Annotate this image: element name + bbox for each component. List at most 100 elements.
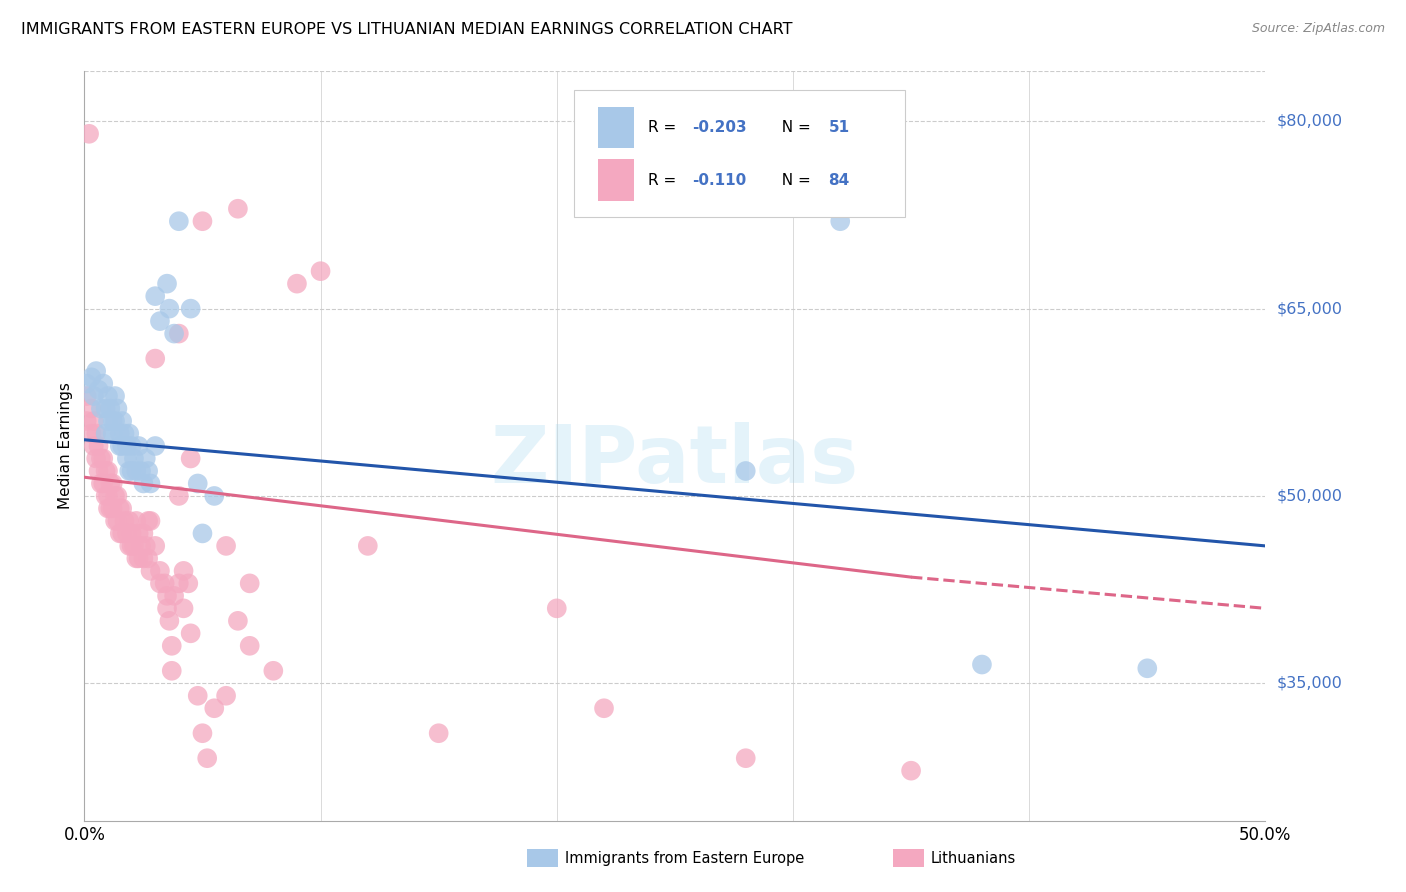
Point xyxy=(149,314,172,328)
Text: $80,000: $80,000 xyxy=(1277,114,1343,128)
Point xyxy=(149,576,172,591)
Point xyxy=(83,389,105,403)
Point xyxy=(143,351,166,366)
FancyBboxPatch shape xyxy=(575,90,905,218)
Point xyxy=(83,439,105,453)
Point xyxy=(94,426,117,441)
Point xyxy=(135,539,157,553)
Point xyxy=(1136,661,1159,675)
Point xyxy=(167,214,190,228)
Point xyxy=(115,451,138,466)
Point xyxy=(180,626,202,640)
Text: R =: R = xyxy=(648,172,681,187)
Point xyxy=(111,414,134,428)
Point xyxy=(87,439,110,453)
Point xyxy=(98,401,121,416)
Point xyxy=(101,426,124,441)
Text: -0.203: -0.203 xyxy=(693,120,747,135)
Point xyxy=(153,576,176,591)
Point xyxy=(98,476,121,491)
FancyBboxPatch shape xyxy=(598,160,634,201)
Point xyxy=(173,564,195,578)
Point xyxy=(593,701,616,715)
Point xyxy=(195,751,218,765)
Point xyxy=(202,701,225,715)
Point xyxy=(136,551,159,566)
Point xyxy=(114,426,136,441)
Point xyxy=(191,726,214,740)
Point xyxy=(91,451,114,466)
Point xyxy=(167,326,190,341)
Point xyxy=(177,576,200,591)
Point xyxy=(125,514,148,528)
Point xyxy=(104,489,127,503)
Point xyxy=(107,489,129,503)
Point xyxy=(191,526,214,541)
Point xyxy=(215,539,238,553)
Text: R =: R = xyxy=(648,120,681,135)
Y-axis label: Median Earnings: Median Earnings xyxy=(58,383,73,509)
Text: ZIPatlas: ZIPatlas xyxy=(491,422,859,500)
Point xyxy=(226,202,249,216)
Text: Source: ZipAtlas.com: Source: ZipAtlas.com xyxy=(1251,22,1385,36)
Point xyxy=(107,401,129,416)
Point xyxy=(239,576,262,591)
Point xyxy=(136,464,159,478)
Point xyxy=(149,564,172,578)
Point xyxy=(167,489,190,503)
Point xyxy=(80,370,103,384)
Point xyxy=(167,576,190,591)
Point xyxy=(90,476,112,491)
Point xyxy=(80,426,103,441)
Point xyxy=(80,401,103,416)
Point xyxy=(90,451,112,466)
Point xyxy=(156,601,179,615)
Point xyxy=(215,689,238,703)
Point xyxy=(546,601,568,615)
Point xyxy=(239,639,262,653)
Point xyxy=(129,464,152,478)
Point xyxy=(132,476,155,491)
Text: Immigrants from Eastern Europe: Immigrants from Eastern Europe xyxy=(565,851,804,865)
Point xyxy=(101,476,124,491)
Point xyxy=(163,589,186,603)
Point xyxy=(132,551,155,566)
Text: $65,000: $65,000 xyxy=(1277,301,1343,316)
Point xyxy=(108,439,131,453)
Point xyxy=(104,389,127,403)
Point xyxy=(83,414,105,428)
Point xyxy=(115,526,138,541)
Point xyxy=(970,657,993,672)
Text: 51: 51 xyxy=(828,120,849,135)
Point xyxy=(118,426,141,441)
Point xyxy=(285,277,308,291)
Point xyxy=(108,526,131,541)
Point xyxy=(734,751,756,765)
Point xyxy=(76,414,98,428)
Point xyxy=(830,214,852,228)
Point xyxy=(76,389,98,403)
Text: Lithuanians: Lithuanians xyxy=(931,851,1017,865)
Point xyxy=(128,526,150,541)
Point xyxy=(111,526,134,541)
Point xyxy=(357,539,380,553)
Point xyxy=(104,414,127,428)
Point xyxy=(94,489,117,503)
Point xyxy=(163,326,186,341)
Point xyxy=(122,539,145,553)
Point xyxy=(101,501,124,516)
Point xyxy=(160,639,183,653)
Point xyxy=(156,277,179,291)
Point xyxy=(187,689,209,703)
Point xyxy=(122,451,145,466)
Point xyxy=(143,439,166,453)
Point xyxy=(114,514,136,528)
Point xyxy=(160,664,183,678)
Point xyxy=(128,439,150,453)
Point xyxy=(156,589,179,603)
Point xyxy=(139,476,162,491)
Point xyxy=(108,501,131,516)
Point xyxy=(125,464,148,478)
Point xyxy=(157,614,180,628)
Point xyxy=(107,514,129,528)
